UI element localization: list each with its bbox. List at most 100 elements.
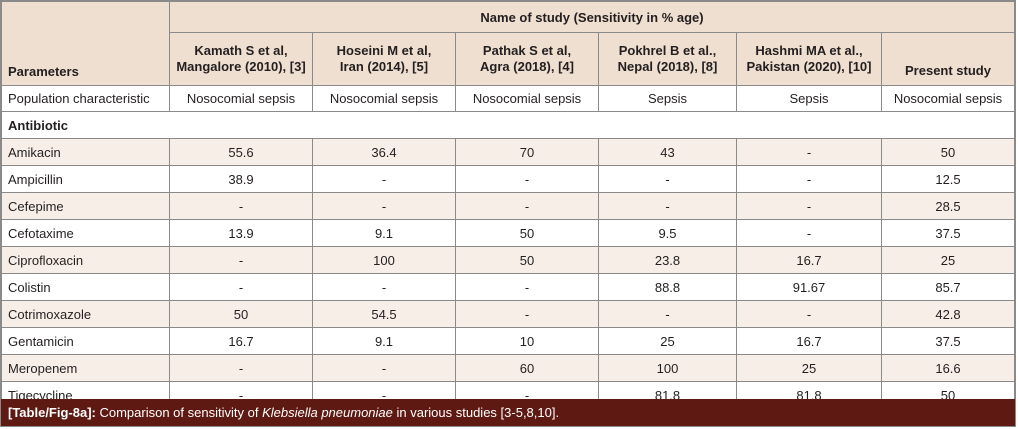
header-row-group: Parameters Name of study (Sensitivity in… xyxy=(1,1,1015,86)
parameters-header: Parameters xyxy=(1,1,170,86)
section-row: Antibiotic xyxy=(1,111,1015,139)
table-cell: Nosocomial sepsis xyxy=(455,85,599,112)
study-header-pokhrel: Pokhrel B et al., Nepal (2018), [8] xyxy=(598,32,737,86)
table-cell: - xyxy=(169,246,313,274)
table-cell: 50 xyxy=(169,300,313,328)
table-cell: - xyxy=(736,165,882,193)
table-cell: 25 xyxy=(598,327,737,355)
table-row: Colistin - - -88.8 91.67 85.7 xyxy=(1,273,1015,301)
caption-organism: Klebsiella pneumoniae xyxy=(262,405,393,420)
antibiotic-name: Amikacin xyxy=(1,138,170,166)
table-row: Ciprofloxacin -100 50 23.8 16.7 25 xyxy=(1,246,1015,274)
population-row: Population characteristic Nosocomial sep… xyxy=(1,85,1015,112)
table-cell: 37.5 xyxy=(881,219,1015,247)
antibiotic-name: Colistin xyxy=(1,273,170,301)
table-cell: Sepsis xyxy=(598,85,737,112)
antibiotic-name: Meropenem xyxy=(1,354,170,382)
table-cell: 25 xyxy=(881,246,1015,274)
table-cell: 16.7 xyxy=(736,246,882,274)
antibiotic-rows: Amikacin 55.6 36.4 70 43-50 Ampicillin 38.9- - -… xyxy=(1,138,1015,409)
study-group-header: Name of study (Sensitivity in % age) xyxy=(169,1,1015,33)
table-cell: 9.1 xyxy=(312,327,456,355)
study-header-line: Mangalore (2010), [3] xyxy=(176,59,306,74)
study-header-hashmi: Hashmi MA et al., Pakistan (2020), [10] xyxy=(736,32,882,86)
table-row: Gentamicin 16.7 9.1 10 25 16.7 37.5 xyxy=(1,327,1015,355)
table-cell: 37.5 xyxy=(881,327,1015,355)
table-cell: - xyxy=(455,165,599,193)
table-cell: 16.6 xyxy=(881,354,1015,382)
caption-label: [Table/Fig-8a]: xyxy=(8,405,96,420)
study-header-line: Hoseini M et al, xyxy=(336,43,432,58)
table-row: Meropenem - -60 100 25 16.6 xyxy=(1,354,1015,382)
table-cell: - xyxy=(455,300,599,328)
table-cell: 50 xyxy=(455,219,599,247)
table-cell: Sepsis xyxy=(736,85,882,112)
table-cell: 16.7 xyxy=(736,327,882,355)
study-header-line: Iran (2014), [5] xyxy=(339,59,429,74)
table-cell: 100 xyxy=(598,354,737,382)
present-study-header: Present study xyxy=(881,32,1015,86)
table-cell: Nosocomial sepsis xyxy=(312,85,456,112)
antibiotic-name: Cefepime xyxy=(1,192,170,220)
antibiotic-name: Ciprofloxacin xyxy=(1,246,170,274)
study-header-line: Pakistan (2020), [10] xyxy=(746,59,872,74)
table-cell: 9.5 xyxy=(598,219,737,247)
table-cell: - xyxy=(736,219,882,247)
table-cell: - xyxy=(598,300,737,328)
table-row: Ampicillin 38.9- - - -12.5 xyxy=(1,165,1015,193)
table-cell: - xyxy=(736,192,882,220)
study-header-line: Pathak S et al, xyxy=(482,43,572,58)
table-cell: - xyxy=(598,192,737,220)
population-label: Population characteristic xyxy=(1,85,170,112)
table-cell: 36.4 xyxy=(312,138,456,166)
table-cell: 54.5 xyxy=(312,300,456,328)
table-cell: 91.67 xyxy=(736,273,882,301)
study-header-line: Pokhrel B et al., xyxy=(618,43,717,58)
study-header-kamath: Kamath S et al, Mangalore (2010), [3] xyxy=(169,32,313,86)
table-cell: - xyxy=(312,192,456,220)
table-row: Cefepime - - - - -28.5 xyxy=(1,192,1015,220)
header-row-studies: Kamath S et al, Mangalore (2010), [3] Ho… xyxy=(2,32,1015,86)
study-header-line: Kamath S et al, xyxy=(194,43,288,58)
table-cell: 9.1 xyxy=(312,219,456,247)
table-cell: 70 xyxy=(455,138,599,166)
table-cell: - xyxy=(736,300,882,328)
section-label: Antibiotic xyxy=(1,111,1015,139)
table-cell: 88.8 xyxy=(598,273,737,301)
table-row: Cotrimoxazole 50 54.5- - -42.8 xyxy=(1,300,1015,328)
study-header-line: Agra (2018), [4] xyxy=(480,59,574,74)
figure-caption: [Table/Fig-8a]: Comparison of sensitivit… xyxy=(1,399,1015,426)
table-cell: 60 xyxy=(455,354,599,382)
table-cell: - xyxy=(169,354,313,382)
table-cell: - xyxy=(312,165,456,193)
antibiotic-name: Ampicillin xyxy=(1,165,170,193)
table-cell: 12.5 xyxy=(881,165,1015,193)
table-cell: - xyxy=(169,192,313,220)
table-cell: - xyxy=(736,138,882,166)
antibiotic-name: Gentamicin xyxy=(1,327,170,355)
table-cell: Nosocomial sepsis xyxy=(881,85,1015,112)
table-cell: 43 xyxy=(598,138,737,166)
table-cell: - xyxy=(169,273,313,301)
study-header-line: Hashmi MA et al., xyxy=(755,43,863,58)
table-cell: 28.5 xyxy=(881,192,1015,220)
antibiotic-name: Cefotaxime xyxy=(1,219,170,247)
table-cell: 10 xyxy=(455,327,599,355)
table-cell: - xyxy=(455,273,599,301)
table-cell: 50 xyxy=(455,246,599,274)
table-cell: 23.8 xyxy=(598,246,737,274)
table-cell: - xyxy=(455,192,599,220)
sensitivity-table: Parameters Name of study (Sensitivity in… xyxy=(1,1,1015,409)
antibiotic-name: Cotrimoxazole xyxy=(1,300,170,328)
table-row: Amikacin 55.6 36.4 70 43-50 xyxy=(1,138,1015,166)
table-cell: 50 xyxy=(881,138,1015,166)
table-cell: Nosocomial sepsis xyxy=(169,85,313,112)
table-cell: 42.8 xyxy=(881,300,1015,328)
table-cell: 85.7 xyxy=(881,273,1015,301)
table-cell: 25 xyxy=(736,354,882,382)
table-row: Cefotaxime 13.9 9.1 50 9.5-37.5 xyxy=(1,219,1015,247)
table-cell: - xyxy=(312,354,456,382)
study-header-hoseini: Hoseini M et al, Iran (2014), [5] xyxy=(312,32,456,86)
caption-text-end: in various studies [3-5,8,10]. xyxy=(392,405,560,420)
